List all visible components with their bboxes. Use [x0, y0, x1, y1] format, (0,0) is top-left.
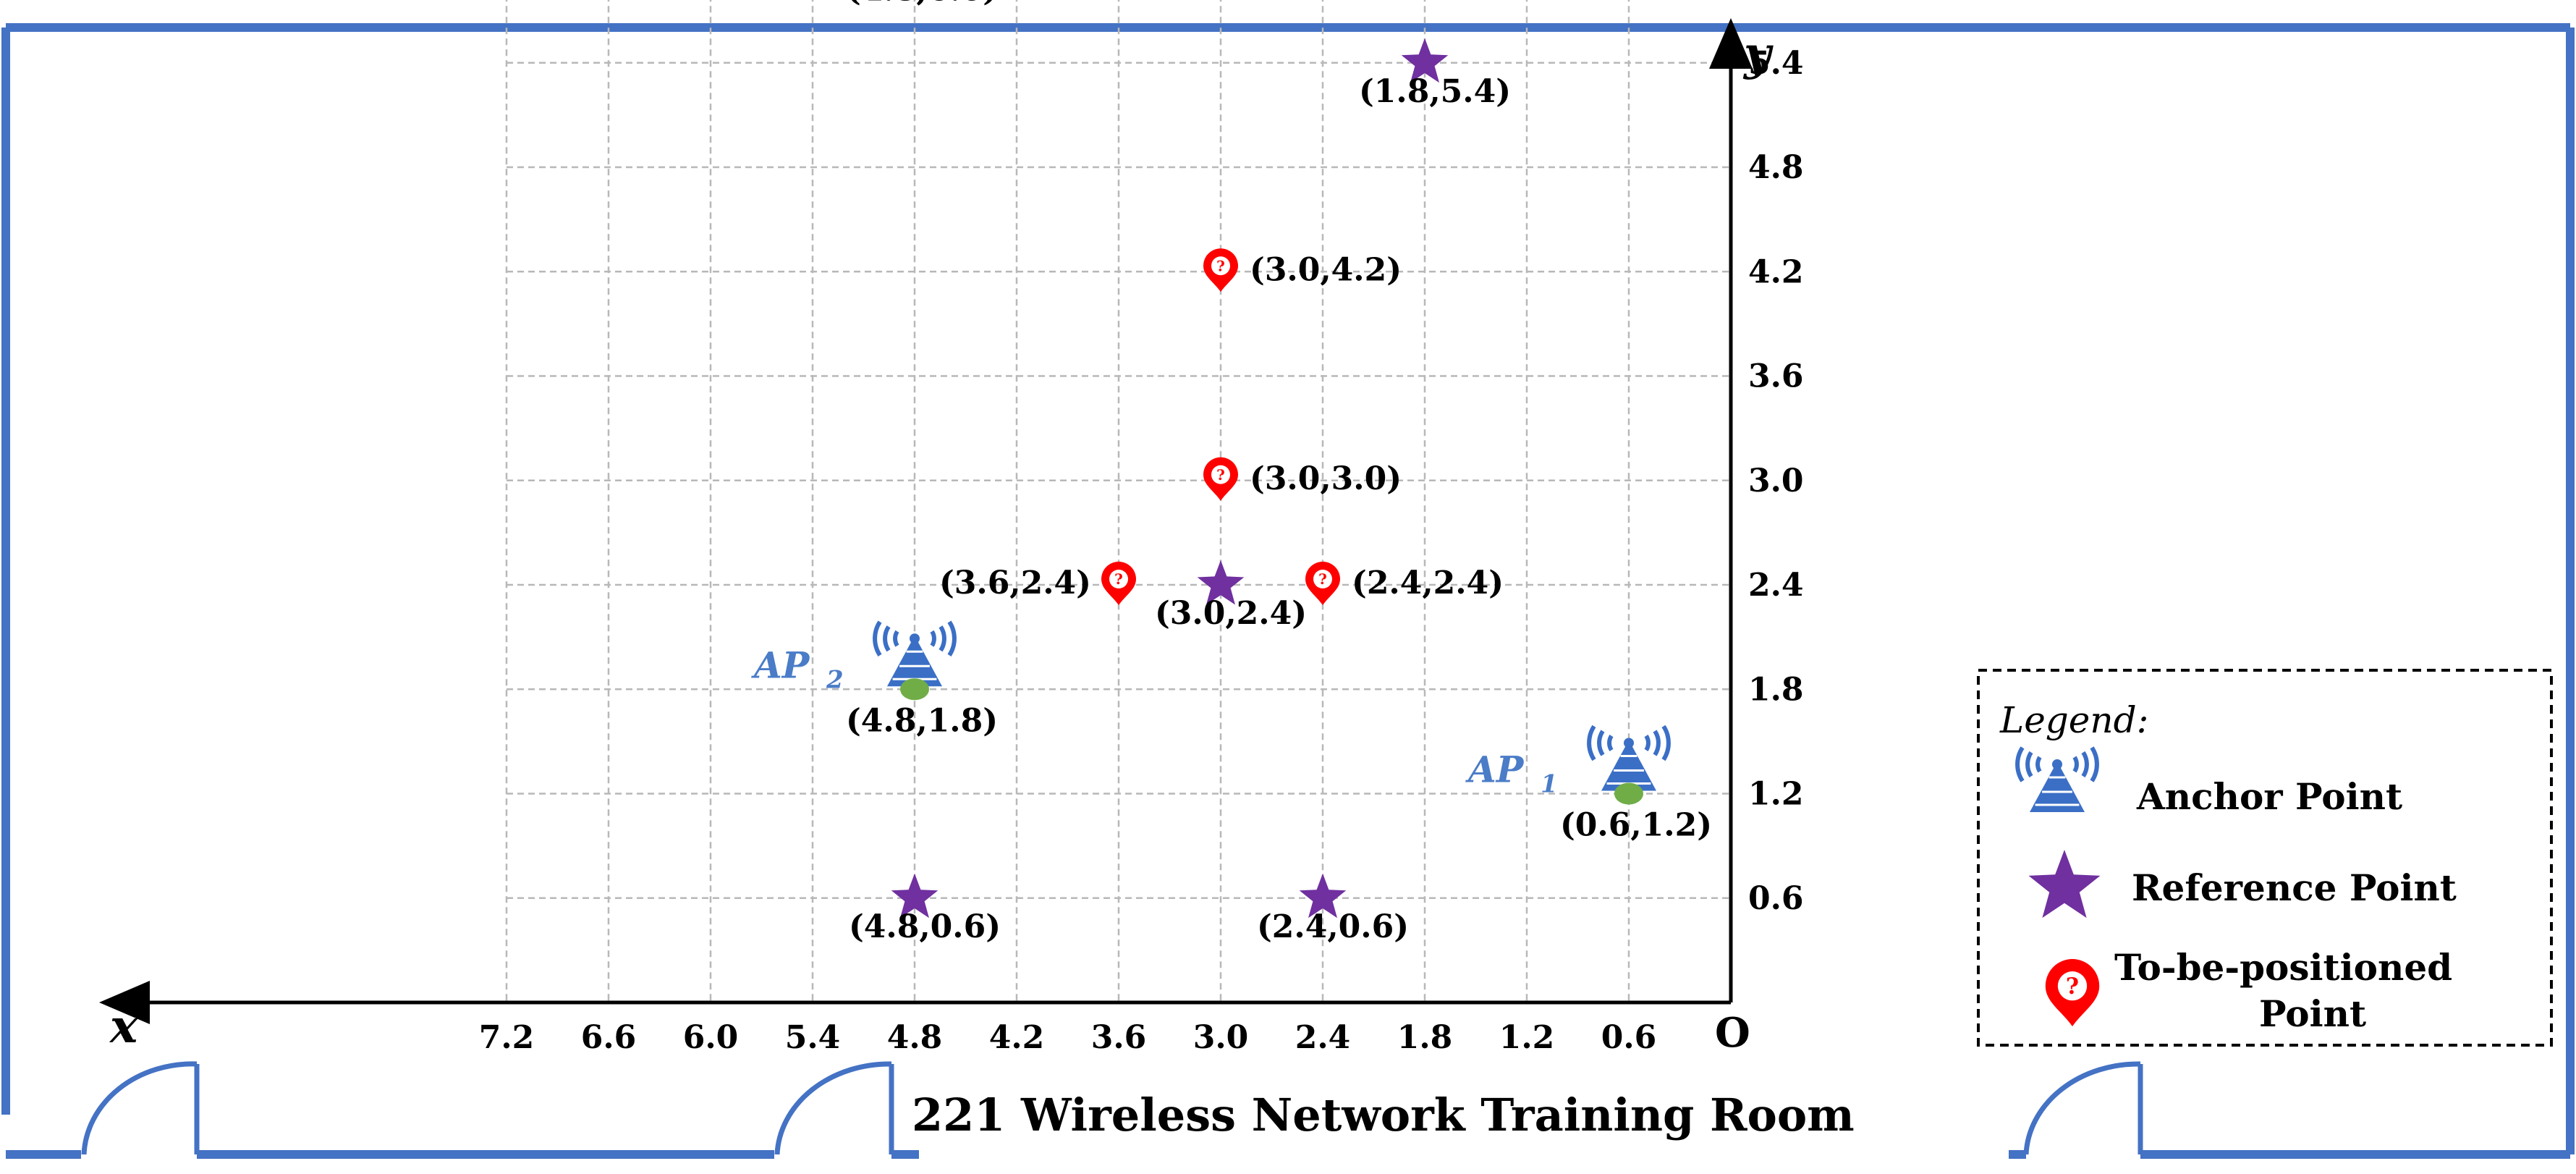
svg-text:?: ? [1216, 466, 1225, 483]
star-icon [891, 873, 939, 918]
x-tick-label: 1.8 [1397, 1019, 1453, 1056]
test-point-coordinate-label: (3.6,2.4) [939, 565, 1091, 601]
x-tick-labels: 7.2 6.6 6.0 5.4 4.8 4.2 3.6 3.0 2.4 1.8 1.2 0.6 [479, 1019, 1657, 1056]
antenna-tower-icon [2015, 746, 2099, 812]
x-tick-label: 7.2 [479, 1019, 535, 1056]
y-tick-label: 4.2 [1748, 253, 1804, 290]
room-frame [1, 23, 2575, 1154]
y-tick-labels: 0.61.21.82.43.03.64.24.85.46.06.6 [1748, 45, 1804, 917]
antenna-tower-icon [1587, 725, 1671, 805]
test-point-coordinate-label: (2.4,2.4) [1352, 565, 1504, 601]
x-tick-label: 4.2 [989, 1019, 1045, 1056]
anchor-point: AP 2(4.8,1.8) [751, 620, 998, 739]
anchor-coordinate-label: (4.8,6.0) [846, 0, 998, 9]
legend-tbp-label-line1: To-be-positioned [2114, 946, 2452, 989]
anchor-subscript: 1 [1541, 770, 1558, 799]
legend: Legend: Anchor Point Reference Point ? T… [1977, 669, 2553, 1047]
anchor-name: AP [751, 643, 810, 686]
y-axis-name: y [1742, 27, 1774, 81]
svg-text:?: ? [2066, 974, 2079, 1000]
points-layer: AP 1(0.6,1.2) AP 2(4.8,1.8) AP3(4.8,6.0) (3.0… [751, 0, 1712, 945]
y-tick-label: 3.0 [1748, 463, 1804, 499]
x-tick-label: 2.4 [1295, 1019, 1351, 1056]
star-icon [1299, 873, 1347, 918]
reference-point: (3.0,2.4) [1155, 560, 1307, 632]
star-icon [1197, 560, 1245, 605]
anchor-subscript: 2 [826, 665, 844, 694]
x-tick-label: 6.6 [581, 1019, 637, 1056]
anchor-point: AP 1(0.6,1.2) [1465, 725, 1712, 844]
reference-coordinate-label: (2.4,0.6) [1257, 908, 1409, 945]
anchor-point: AP3(4.8,6.0) [846, 0, 998, 9]
reference-point: (1.8,5.4) [1359, 38, 1511, 110]
y-tick-label: 3.6 [1748, 358, 1804, 395]
grid [505, 0, 1731, 1002]
origin-label: O [1715, 1009, 1750, 1057]
reference-coordinate-label: (3.0,2.4) [1155, 595, 1307, 632]
location-pin-icon: ? [1203, 248, 1238, 292]
y-tick-label: 5.4 [1748, 45, 1804, 82]
to-be-positioned-point: ? (3.6,2.4) [939, 562, 1136, 605]
location-pin-icon: ? [1101, 562, 1136, 605]
reference-coordinate-label: (4.8,0.6) [849, 908, 1001, 945]
legend-title: Legend: [1999, 699, 2148, 741]
reference-point: (4.8,0.6) [849, 873, 1001, 945]
x-tick-label: 5.4 [785, 1019, 841, 1056]
svg-text:?: ? [1318, 570, 1327, 588]
test-point-coordinate-label: (3.0,4.2) [1250, 251, 1402, 288]
legend-tbp-label-line2: Point [2259, 992, 2366, 1035]
anchor-name: AP [1465, 748, 1525, 791]
svg-text:?: ? [1114, 570, 1123, 588]
location-pin-icon: ? [2045, 958, 2100, 1026]
star-icon [2028, 850, 2101, 918]
star-icon [1401, 38, 1449, 83]
door-left [81, 1061, 200, 1155]
x-tick-label: 4.8 [887, 1019, 943, 1056]
reference-coordinate-label: (1.8,5.4) [1359, 73, 1511, 110]
to-be-positioned-point: ? (3.0,4.2) [1203, 248, 1402, 292]
to-be-positioned-point: ? (3.0,3.0) [1203, 457, 1402, 501]
x-tick-label: 1.2 [1499, 1019, 1555, 1056]
room-name: 221 Wireless Network Training Room [912, 1089, 1855, 1141]
x-tick-label: 3.6 [1091, 1019, 1147, 1056]
y-tick-label: 0.6 [1748, 880, 1804, 917]
y-tick-label: 2.4 [1748, 567, 1804, 604]
to-be-positioned-point: ? (2.4,2.4) [1305, 562, 1504, 605]
antenna-tower-icon [873, 620, 957, 701]
y-tick-label: 4.8 [1748, 149, 1804, 186]
test-point-coordinate-label: (3.0,3.0) [1250, 460, 1402, 497]
y-tick-label: 1.2 [1748, 776, 1804, 813]
x-tick-label: 3.0 [1193, 1019, 1249, 1056]
legend-anchor-label: Anchor Point [2136, 775, 2402, 818]
location-pin-icon: ? [1203, 457, 1238, 501]
x-tick-label: 6.0 [683, 1019, 739, 1056]
anchor-coordinate-label: (4.8,1.8) [846, 702, 998, 739]
reference-point: (2.4,0.6) [1257, 873, 1409, 945]
x-tick-label: 0.6 [1601, 1019, 1657, 1056]
axes [99, 18, 1753, 1024]
door-middle [774, 1061, 894, 1155]
y-tick-label: 1.8 [1748, 671, 1804, 708]
legend-reference-label: Reference Point [2132, 866, 2457, 909]
x-axis-name: x [109, 1000, 138, 1054]
door-right [2023, 1061, 2143, 1155]
location-pin-icon: ? [1305, 562, 1340, 605]
svg-text:?: ? [1216, 257, 1225, 274]
anchor-coordinate-label: (0.6,1.2) [1560, 807, 1712, 844]
